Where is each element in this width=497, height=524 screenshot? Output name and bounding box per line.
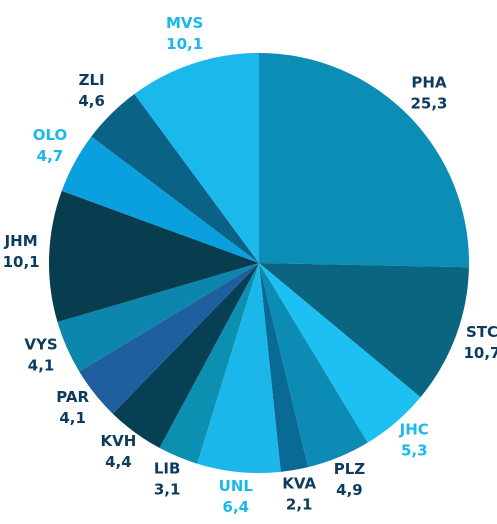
slice-value-label: 4,1: [28, 357, 55, 375]
slice-value-label: 5,3: [401, 441, 428, 459]
slice-label: UNL: [219, 477, 254, 495]
pie-slice: [134, 53, 259, 263]
slice-label: KVH: [100, 432, 136, 450]
slice-label: JHC: [399, 420, 429, 438]
pie-slice: [259, 263, 469, 398]
pie-slice: [259, 263, 368, 468]
slice-label: MVS: [166, 14, 203, 32]
slice-value-label: 4,4: [105, 453, 132, 471]
pie-slice: [61, 136, 260, 263]
slice-value-label: 10,1: [166, 35, 203, 53]
pie-slice: [49, 190, 259, 322]
slice-value-label: 4,9: [336, 481, 363, 499]
slice-value-label: 10,1: [3, 253, 40, 271]
slice-label: LIB: [154, 460, 181, 478]
slice-value-label: 25,3: [410, 94, 447, 112]
slice-value-label: 2,1: [286, 496, 313, 514]
pie-slice: [197, 263, 281, 474]
slice-label: PHA: [411, 73, 447, 91]
pie-slice: [259, 263, 309, 472]
slice-label: PAR: [56, 388, 89, 406]
slice-label: KVA: [282, 475, 316, 493]
pie-slice: [112, 263, 260, 448]
pie-slice: [57, 263, 260, 372]
slice-value-label: 3,1: [154, 481, 181, 499]
slice-label: VYS: [24, 336, 57, 354]
slice-label: ZLI: [79, 71, 105, 89]
pie-slice: [79, 263, 259, 414]
slice-label: PLZ: [334, 460, 366, 478]
slice-value-label: 10,7: [463, 344, 497, 362]
slice-value-label: 4,6: [78, 92, 105, 110]
pie-slice: [91, 93, 259, 263]
slice-label: OLO: [33, 126, 68, 144]
slice-label: JHM: [4, 232, 38, 250]
pie-slice: [159, 263, 259, 464]
slice-value-label: 4,1: [59, 409, 86, 427]
slice-value-label: 4,7: [37, 147, 64, 165]
slice-label: STC: [466, 323, 497, 341]
pie-slice: [259, 53, 469, 268]
pie-slice: [259, 263, 421, 443]
slice-value-label: 6,4: [223, 498, 250, 516]
